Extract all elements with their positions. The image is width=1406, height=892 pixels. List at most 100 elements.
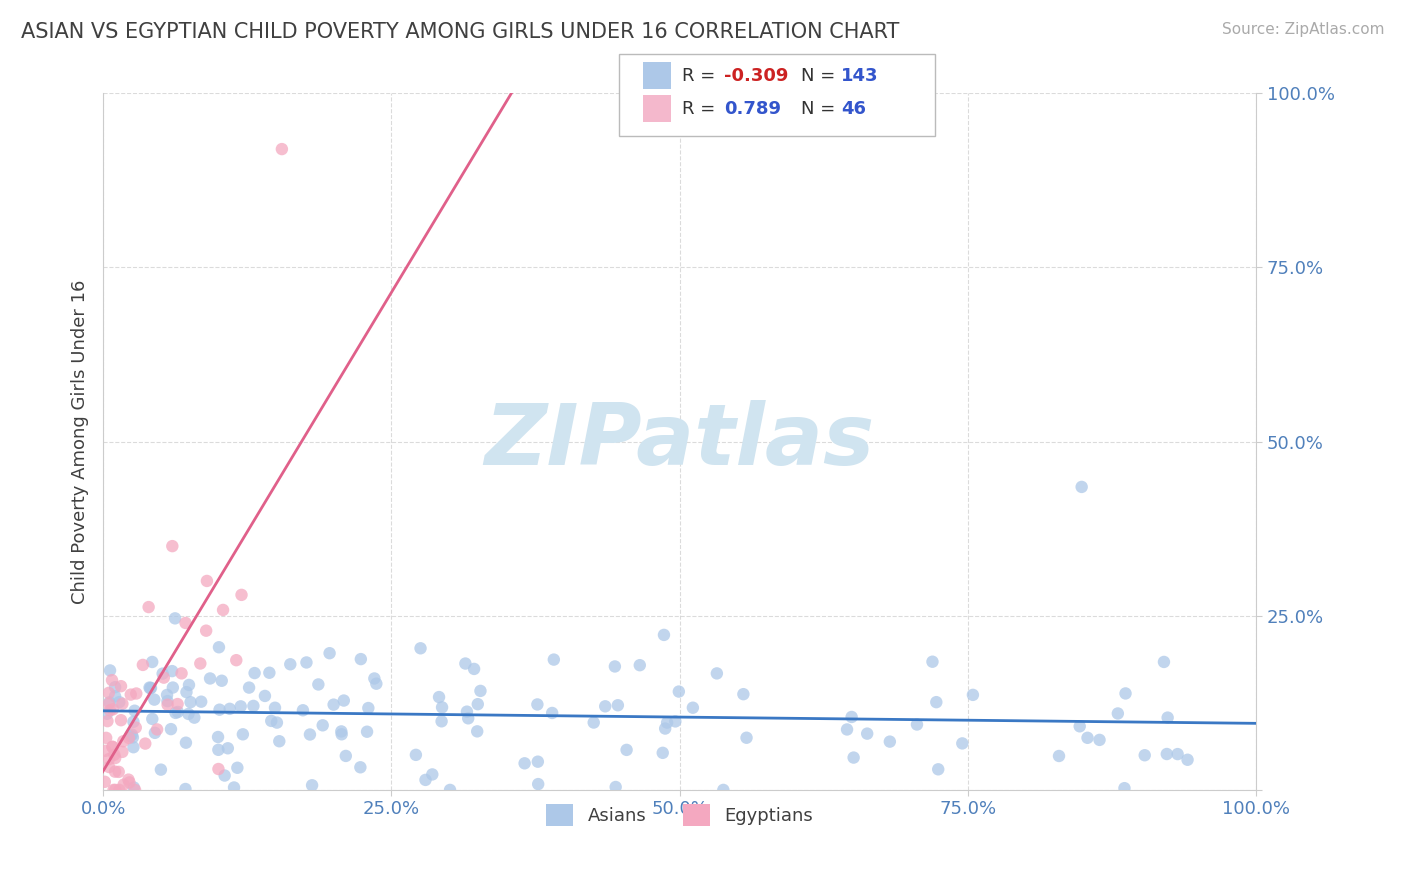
Point [269, 734, 291, 748]
Point [266, 715, 288, 730]
Point [108, 695, 131, 709]
Point [454, 657, 477, 671]
Point [183, 711, 205, 725]
Point [101, 739, 124, 754]
Point [165, 706, 187, 720]
Point [139, 681, 162, 695]
Point [706, 666, 728, 681]
Point [1069, 719, 1091, 733]
Point [125, 686, 148, 700]
Point [96, 706, 118, 721]
Point [214, 768, 236, 782]
Point [104, 680, 127, 694]
Point [225, 653, 247, 667]
Point [541, 706, 564, 720]
Point [94, 774, 117, 789]
Point [921, 655, 943, 669]
Point [112, 734, 135, 748]
Point [1167, 747, 1189, 761]
Point [1076, 731, 1098, 745]
Point [264, 700, 287, 714]
Point [160, 722, 183, 736]
Point [176, 685, 198, 699]
Point [207, 730, 229, 744]
Point [333, 693, 356, 707]
Point [1115, 686, 1137, 700]
Point [124, 704, 146, 718]
Point [291, 703, 314, 717]
Point [188, 657, 211, 671]
Point [335, 748, 357, 763]
Point [242, 698, 264, 713]
Point [439, 783, 461, 797]
Text: 46: 46 [841, 100, 866, 118]
Point [238, 681, 260, 695]
Point [121, 728, 143, 742]
Point [350, 652, 373, 666]
Point [357, 701, 380, 715]
Point [1153, 655, 1175, 669]
Point [166, 705, 188, 719]
Point [103, 783, 125, 797]
Point [170, 666, 193, 681]
Point [122, 740, 145, 755]
Point [527, 777, 550, 791]
Point [231, 588, 253, 602]
Point [121, 731, 143, 745]
Point [513, 756, 536, 771]
Point [1156, 710, 1178, 724]
Text: N =: N = [801, 100, 841, 118]
Point [628, 658, 651, 673]
Point [212, 603, 235, 617]
Point [208, 703, 231, 717]
Point [174, 615, 197, 630]
Point [146, 723, 169, 737]
Point [905, 717, 928, 731]
Point [122, 780, 145, 795]
Point [97, 697, 120, 711]
Text: 0.789: 0.789 [724, 100, 782, 118]
Point [190, 695, 212, 709]
Point [110, 679, 132, 693]
Point [927, 762, 949, 776]
Point [207, 762, 229, 776]
Point [101, 702, 124, 716]
Point [125, 721, 148, 735]
Point [260, 714, 283, 728]
Point [298, 727, 321, 741]
Point [177, 678, 200, 692]
Point [166, 697, 188, 711]
Point [526, 698, 548, 712]
Point [467, 697, 489, 711]
Point [118, 731, 141, 745]
Point [593, 699, 616, 714]
Point [651, 746, 673, 760]
Point [143, 692, 166, 706]
Point [217, 741, 239, 756]
Point [925, 695, 948, 709]
Point [1156, 747, 1178, 761]
Point [582, 715, 605, 730]
Point [259, 665, 281, 680]
Point [208, 640, 231, 655]
Point [1047, 749, 1070, 764]
Point [654, 722, 676, 736]
Point [950, 736, 973, 750]
Point [229, 699, 252, 714]
Point [1177, 753, 1199, 767]
Point [124, 783, 146, 797]
Point [104, 751, 127, 765]
Point [318, 646, 340, 660]
Text: N =: N = [801, 67, 841, 85]
Point [366, 676, 388, 690]
Point [97, 686, 120, 700]
Point [156, 688, 179, 702]
Point [363, 672, 385, 686]
Point [879, 734, 901, 748]
Point [138, 681, 160, 695]
Point [195, 624, 218, 638]
Point [132, 657, 155, 672]
Text: Source: ZipAtlas.com: Source: ZipAtlas.com [1222, 22, 1385, 37]
Point [409, 641, 432, 656]
Point [104, 764, 127, 779]
